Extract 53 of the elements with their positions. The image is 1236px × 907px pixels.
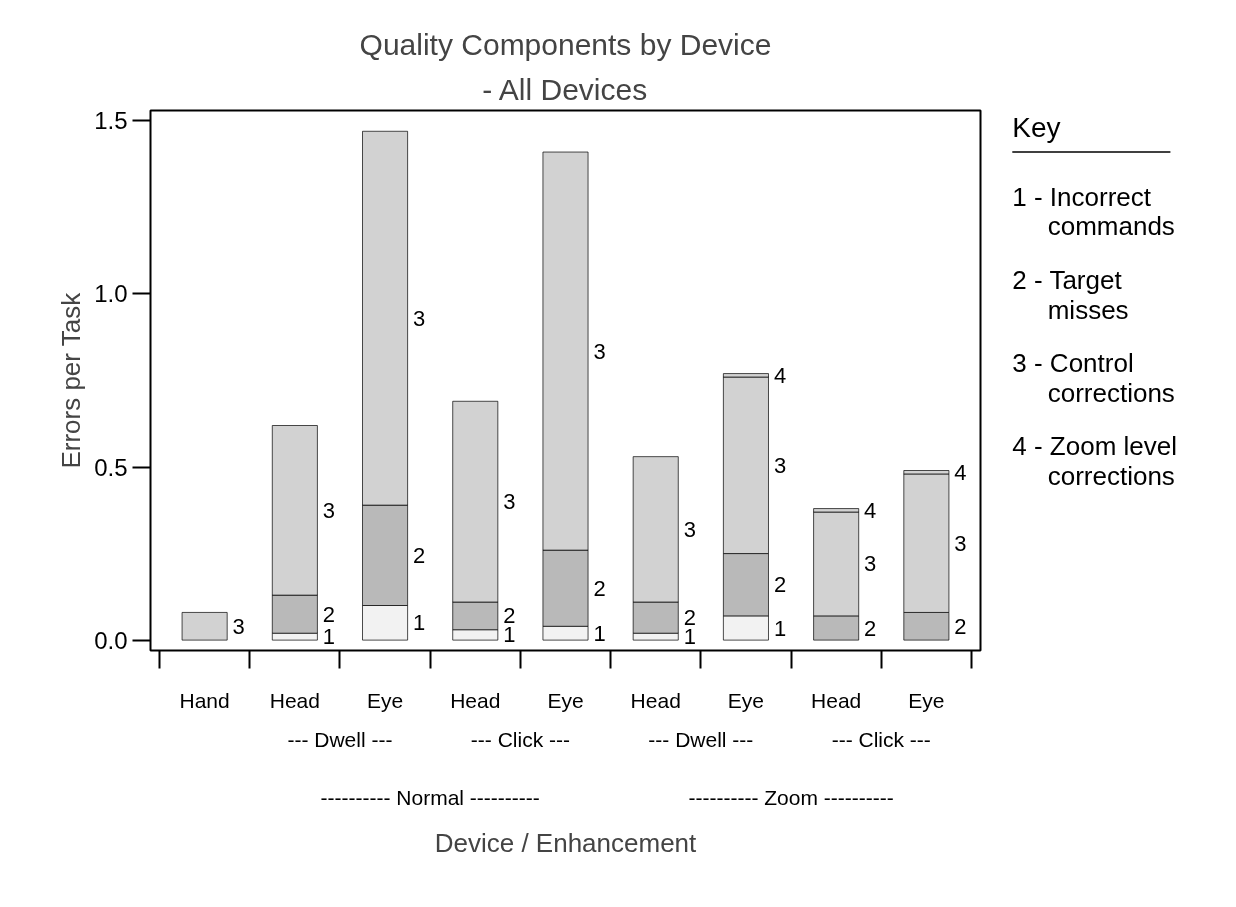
text: --- Dwell --- bbox=[287, 728, 393, 752]
text: 1 bbox=[773, 615, 787, 641]
text: 3 bbox=[503, 489, 516, 515]
series-label: 1 bbox=[413, 610, 426, 636]
bar bbox=[181, 612, 228, 641]
x-tick-label: Eye bbox=[908, 688, 945, 712]
text: 3 bbox=[954, 530, 967, 556]
text: 2 - Target misses bbox=[1012, 265, 1129, 325]
x-tick-label: Hand bbox=[179, 688, 230, 712]
series-label: 2 bbox=[413, 542, 426, 568]
text: --- Click --- bbox=[470, 728, 570, 752]
x-tick-label: Head bbox=[269, 688, 320, 712]
text: 1 bbox=[683, 624, 696, 650]
legend-title: Key bbox=[1012, 112, 1061, 144]
text: 3 bbox=[773, 452, 787, 478]
x-axis-title: Device / Enhancement bbox=[434, 827, 698, 858]
chart-title: Quality Components by Device bbox=[359, 27, 772, 61]
y-axis-title: Errors per Task bbox=[56, 291, 87, 469]
text: 3 bbox=[864, 551, 877, 577]
text: 2 bbox=[593, 575, 606, 601]
text: 3 bbox=[593, 338, 606, 364]
text: 3 - Control corrections bbox=[1012, 348, 1175, 408]
series-label: 4 bbox=[773, 362, 787, 388]
x-tick-label: Head bbox=[450, 688, 501, 712]
text: 1 - Incorrect commands bbox=[1012, 182, 1175, 242]
text: 4 bbox=[864, 497, 877, 523]
y-tick-label: 1.0 bbox=[94, 280, 128, 308]
y-tick-label: 0.5 bbox=[94, 453, 128, 481]
y-tick-label: 0.0 bbox=[94, 626, 128, 654]
text: --- Click --- bbox=[831, 728, 931, 752]
y-tick-label: 1.5 bbox=[94, 107, 128, 135]
chart-subtitle: - All Devices bbox=[482, 72, 648, 106]
series-label: 3 bbox=[413, 305, 426, 331]
text: 2 bbox=[954, 613, 967, 639]
x-tick-label: Eye bbox=[366, 688, 404, 712]
text: 1 bbox=[322, 624, 336, 650]
text: 4 - Zoom level corrections bbox=[1012, 431, 1178, 491]
text: 2 bbox=[322, 601, 336, 627]
text: ---------- Zoom ---------- bbox=[688, 785, 894, 809]
text: ---------- Normal ---------- bbox=[320, 785, 540, 809]
x-tick-label: Head bbox=[630, 688, 681, 712]
text: 3 bbox=[683, 516, 696, 542]
text: --- Dwell --- bbox=[648, 728, 754, 752]
text: 1 bbox=[593, 620, 606, 646]
text: 4 bbox=[954, 459, 967, 485]
text: 2 bbox=[864, 615, 877, 641]
x-tick-label: Eye bbox=[727, 688, 765, 712]
text: 3 bbox=[232, 613, 245, 639]
text: 2 bbox=[773, 572, 787, 598]
x-tick-label: Head bbox=[811, 688, 862, 712]
text: 3 bbox=[322, 497, 336, 523]
text: 1 bbox=[503, 622, 516, 648]
x-tick-label: Eye bbox=[547, 688, 584, 712]
